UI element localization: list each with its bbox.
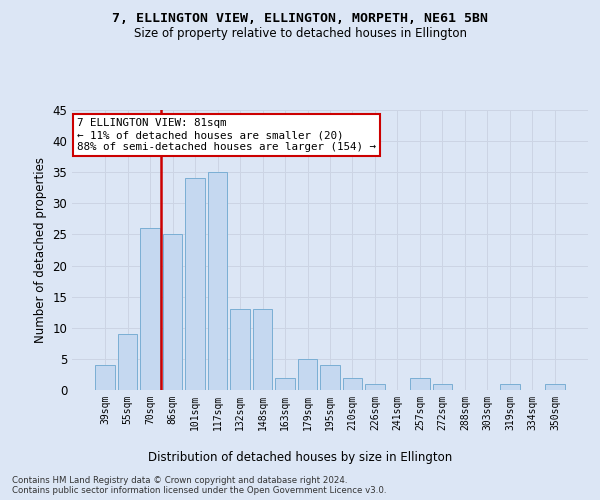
Bar — [410, 378, 430, 390]
Text: Size of property relative to detached houses in Ellington: Size of property relative to detached ho… — [133, 28, 467, 40]
Bar — [433, 384, 452, 390]
Bar — [275, 378, 295, 390]
Bar — [230, 309, 250, 390]
Bar — [163, 234, 182, 390]
Bar — [185, 178, 205, 390]
Bar — [118, 334, 137, 390]
Bar — [140, 228, 160, 390]
Bar — [343, 378, 362, 390]
Bar — [298, 359, 317, 390]
Text: 7 ELLINGTON VIEW: 81sqm
← 11% of detached houses are smaller (20)
88% of semi-de: 7 ELLINGTON VIEW: 81sqm ← 11% of detache… — [77, 118, 376, 152]
Text: Distribution of detached houses by size in Ellington: Distribution of detached houses by size … — [148, 451, 452, 464]
Bar — [545, 384, 565, 390]
Y-axis label: Number of detached properties: Number of detached properties — [34, 157, 47, 343]
Text: Contains HM Land Registry data © Crown copyright and database right 2024.
Contai: Contains HM Land Registry data © Crown c… — [12, 476, 386, 495]
Bar — [500, 384, 520, 390]
Bar — [208, 172, 227, 390]
Bar — [320, 365, 340, 390]
Bar — [253, 309, 272, 390]
Bar — [95, 365, 115, 390]
Text: 7, ELLINGTON VIEW, ELLINGTON, MORPETH, NE61 5BN: 7, ELLINGTON VIEW, ELLINGTON, MORPETH, N… — [112, 12, 488, 26]
Bar — [365, 384, 385, 390]
